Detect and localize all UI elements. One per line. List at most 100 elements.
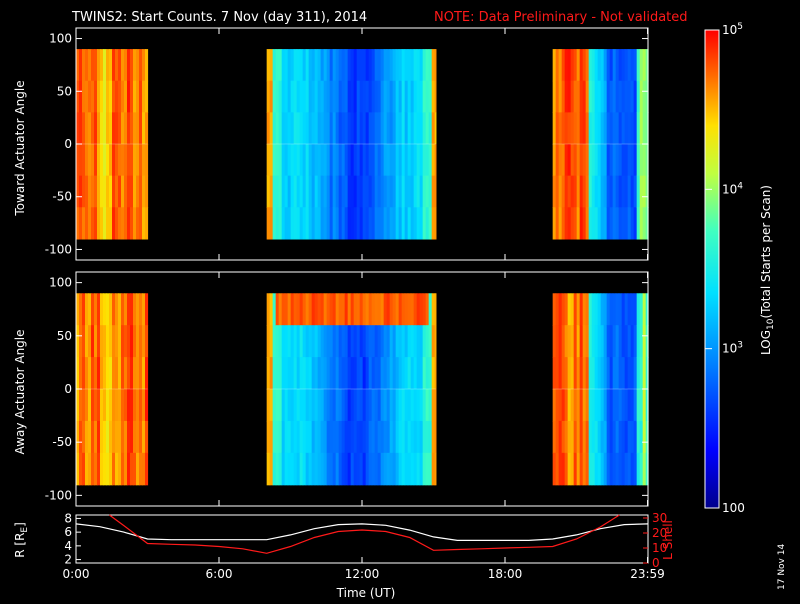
heatmap-cell [603, 420, 608, 454]
heatmap-cell [561, 452, 566, 486]
heatmap-cell [401, 175, 406, 208]
heatmap-cell [103, 175, 107, 208]
heatmap-cell [609, 325, 614, 358]
heatmap-cell [383, 112, 388, 145]
heatmap-cell [624, 293, 629, 326]
heatmap-cell [335, 357, 340, 390]
heatmap-cell [374, 144, 379, 177]
heatmap-cell [639, 207, 644, 240]
heatmap-cell [401, 452, 406, 486]
heatmap-cell [425, 80, 430, 113]
heatmap-cell [636, 49, 641, 82]
heatmap-cell [293, 112, 298, 145]
heatmap-cell [612, 293, 617, 326]
heatmap-cell [555, 389, 560, 422]
heatmap-cell [576, 452, 581, 486]
heatmap-cell [401, 420, 406, 454]
heatmap-cell [624, 175, 629, 208]
heatmap-cell [371, 175, 376, 208]
heatmap-cell [621, 112, 626, 145]
heatmap-cell [609, 175, 614, 208]
colorbar-tick-label: 104 [722, 181, 743, 196]
heatmap-cell [404, 293, 409, 326]
heatmap-cell [395, 293, 400, 326]
heatmap-cell [278, 80, 283, 113]
away-actuator-ylabel: Away Actuator Angle [13, 329, 27, 454]
heatmap-cell [434, 452, 437, 486]
heatmap-cell [371, 144, 376, 177]
heatmap-cell [392, 175, 397, 208]
heatmap-cell [82, 325, 86, 358]
heatmap-cell [555, 112, 560, 145]
heatmap-cell [621, 389, 626, 422]
heatmap-cell [118, 207, 122, 240]
heatmap-cell [371, 49, 376, 82]
heatmap-cell [410, 389, 415, 422]
heatmap-cell [335, 325, 340, 358]
heatmap-cell [401, 80, 406, 113]
heatmap-cell [347, 144, 352, 177]
heatmap-cell [293, 357, 298, 390]
heatmap-cell [362, 452, 367, 486]
heatmap-cell [314, 112, 319, 145]
heatmap-cell [410, 293, 415, 326]
heatmap-cell [588, 389, 593, 422]
heatmap-cell [407, 49, 412, 82]
heatmap-cell [127, 207, 131, 240]
heatmap-cell [332, 207, 337, 240]
heatmap-cell [350, 293, 355, 326]
heatmap-cell [320, 144, 325, 177]
heatmap-cell [142, 49, 146, 82]
heatmap-cell [579, 80, 584, 113]
heatmap-cell [371, 420, 376, 454]
heatmap-cell [305, 420, 310, 454]
heatmap-cell [642, 175, 647, 208]
heatmap-cell [383, 420, 388, 454]
heatmap-cell [621, 144, 626, 177]
heatmap-cell [582, 420, 587, 454]
heatmap-cell [293, 49, 298, 82]
heatmap-cell [374, 452, 379, 486]
heatmap-cell [410, 49, 415, 82]
heatmap-cell [585, 112, 590, 145]
heatmap-cell [618, 112, 623, 145]
heatmap-cell [407, 357, 412, 390]
heatmap-cell [94, 112, 98, 145]
heatmap-cell [290, 175, 295, 208]
heatmap-cell [558, 175, 563, 208]
heatmap-cell [335, 112, 340, 145]
heatmap-cell [91, 325, 95, 358]
heatmap-cell [630, 80, 635, 113]
heatmap-cell [371, 293, 376, 326]
heatmap-cell [139, 325, 143, 358]
away-actuator-panel: 100 50 0 -50 -100 [45, 271, 649, 507]
heatmap-cell [594, 207, 599, 240]
heatmap-cell [552, 389, 557, 422]
heatmap-cell [344, 112, 349, 145]
heatmap-cell [371, 452, 376, 486]
heatmap-cell [552, 452, 557, 486]
l-shell-tick-label: 30 [652, 511, 667, 525]
heatmap-cell [145, 357, 149, 390]
heatmap-cell [118, 80, 122, 113]
heatmap-cell [618, 175, 623, 208]
heatmap-cell [428, 49, 433, 82]
heatmap-cell [106, 49, 110, 82]
heatmap-cell [573, 207, 578, 240]
heatmap-cell [139, 80, 143, 113]
heatmap-cell [621, 452, 626, 486]
heatmap-cell [630, 325, 635, 358]
heatmap-cell [621, 175, 626, 208]
heatmap-cell [97, 207, 101, 240]
heatmap-cell [284, 112, 289, 145]
heatmap-cell [630, 420, 635, 454]
heatmap-cell [272, 389, 277, 422]
heatmap-cell [305, 80, 310, 113]
heatmap-cell [552, 175, 557, 208]
heatmap-cell [639, 80, 644, 113]
heatmap-cell [314, 452, 319, 486]
heatmap-cell [124, 207, 128, 240]
heatmap-cell [555, 49, 560, 82]
heatmap-cell [269, 420, 274, 454]
heatmap-cell [100, 207, 104, 240]
